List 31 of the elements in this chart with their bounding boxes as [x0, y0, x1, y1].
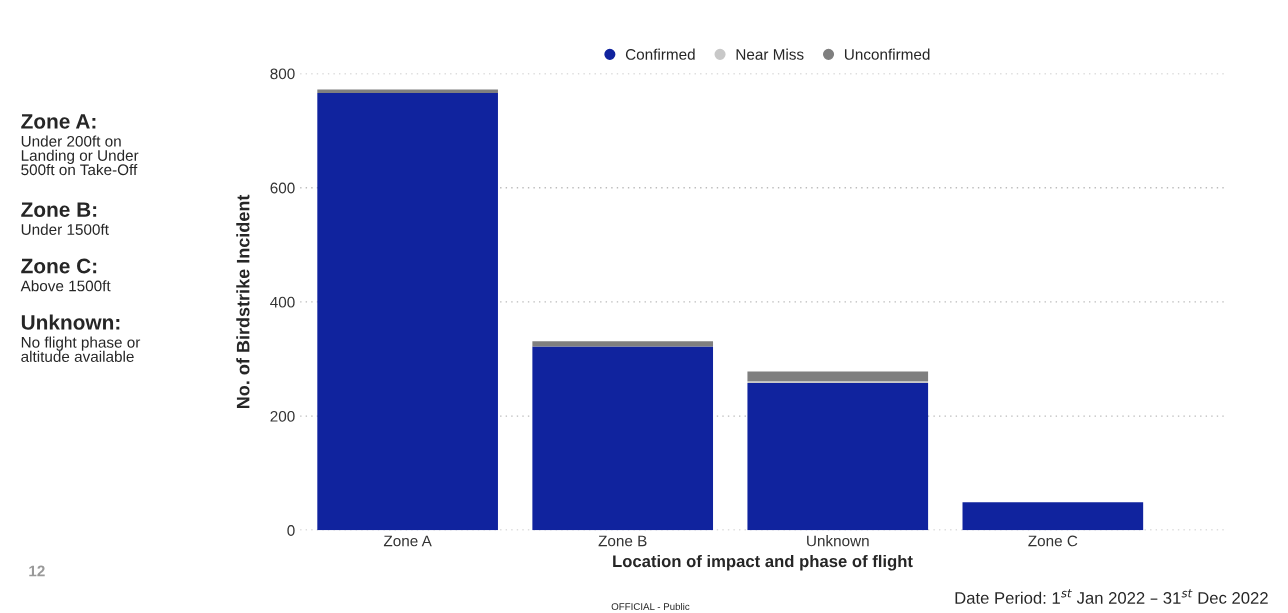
y-tick-label: 600	[270, 182, 295, 194]
text: OFFICIAL - Public	[611, 602, 690, 611]
text: Unknown:	[21, 314, 120, 330]
text: Zone A:	[21, 114, 96, 129]
bar	[532, 346, 714, 531]
x-tick-label: Zone C	[1028, 535, 1078, 547]
bar	[962, 502, 1144, 531]
x-axis-title: Location of impact and phase of flight	[613, 554, 913, 571]
text: Under 1500ft	[21, 223, 109, 235]
bar	[532, 341, 714, 347]
text: Zone C:	[21, 258, 97, 274]
text: Under 200ft on Landing or Under 500ft on Take-Off	[21, 135, 139, 176]
x-tick-label: Zone A	[383, 535, 432, 547]
legend-label: Confirmed	[625, 48, 695, 60]
text: 12	[29, 565, 45, 577]
text: Zone B:	[21, 202, 97, 217]
bar	[747, 382, 929, 531]
legend-label: Unconfirmed	[844, 48, 930, 60]
text: Above 1500ft	[20, 280, 111, 292]
y-tick-label: 800	[270, 68, 295, 80]
text: No flight phase or altitude available	[21, 336, 141, 362]
legend-label: Near Miss	[736, 48, 804, 60]
y-tick-label: 0	[287, 525, 295, 536]
x-tick-label: Zone B	[598, 535, 647, 547]
bar	[747, 371, 929, 382]
bar	[317, 92, 498, 531]
y-tick-label: 400	[270, 296, 295, 308]
y-axis-title: No. of Birdstrike Incident	[236, 194, 250, 409]
x-tick-label: Unknown	[807, 535, 869, 547]
y-tick-label: 200	[270, 410, 295, 422]
text: Date Period: 1$^{st}$ Jan 2022 – 31$^{st}$ Dec 2022	[955, 589, 1268, 604]
